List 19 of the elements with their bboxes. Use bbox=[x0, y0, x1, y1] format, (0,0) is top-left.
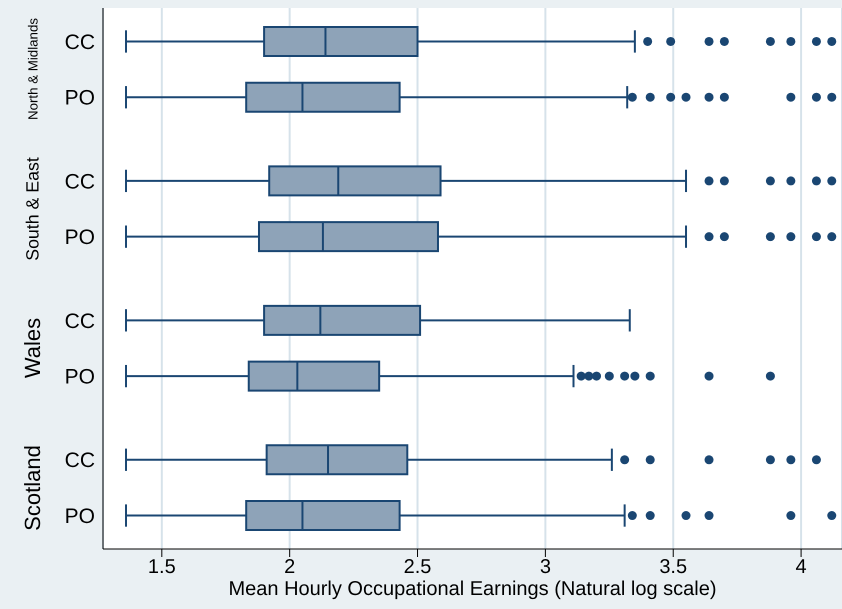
x-tick-label: 3.5 bbox=[659, 556, 688, 578]
x-tick-label: 2.5 bbox=[404, 556, 432, 578]
text: North & Midlands bbox=[25, 18, 40, 120]
x-tick-label: 3 bbox=[540, 556, 551, 578]
text: Wales bbox=[20, 318, 46, 378]
y-tick-label: PO bbox=[64, 504, 95, 528]
x-tick-label: 2 bbox=[284, 556, 296, 578]
y-tick-label: CC bbox=[64, 449, 95, 472]
y-tick-label: CC bbox=[64, 170, 95, 194]
y-tick-label: PO bbox=[64, 366, 95, 389]
y-tick-label: CC bbox=[64, 30, 95, 54]
y-tick-label: PO bbox=[64, 86, 95, 110]
x-tick-label: 1.5 bbox=[148, 556, 176, 578]
y-tick-label: CC bbox=[64, 310, 95, 333]
x-axis-title: Mean Hourly Occupational Earnings (Natural log scale) bbox=[228, 578, 717, 600]
text: South & East bbox=[22, 157, 44, 261]
y-tick-label: PO bbox=[64, 226, 95, 250]
x-tick-label: 4 bbox=[796, 556, 807, 578]
text: Scotland bbox=[20, 444, 46, 530]
